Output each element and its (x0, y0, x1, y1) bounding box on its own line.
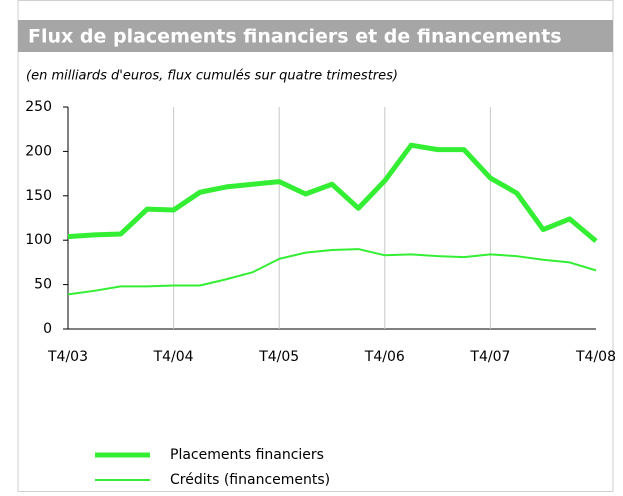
y-tick-label: 50 (34, 277, 52, 293)
y-tick-label: 200 (25, 143, 52, 159)
x-tick-label: T4/05 (258, 349, 299, 365)
header-bar (18, 20, 613, 52)
y-tick-label: 100 (25, 232, 52, 248)
x-tick-label: T4/06 (364, 349, 405, 365)
legend-label: Placements financiers (170, 447, 324, 463)
y-tick-label: 150 (25, 188, 52, 204)
legend-label: Crédits (financements) (170, 472, 330, 488)
series-line (67, 248, 597, 296)
x-tick-label: T4/04 (153, 349, 194, 365)
x-tick-label: T4/07 (469, 349, 510, 365)
chart-title: Flux de placements financiers et de fina… (28, 26, 562, 48)
x-tick-label: T4/03 (47, 349, 88, 365)
subtitle: (en milliards d'euros, flux cumulés sur … (26, 69, 398, 84)
series-line (67, 142, 598, 244)
y-tick-label: 250 (25, 99, 52, 115)
y-tick-label: 0 (43, 321, 52, 337)
x-tick-label: T4/08 (575, 349, 616, 365)
